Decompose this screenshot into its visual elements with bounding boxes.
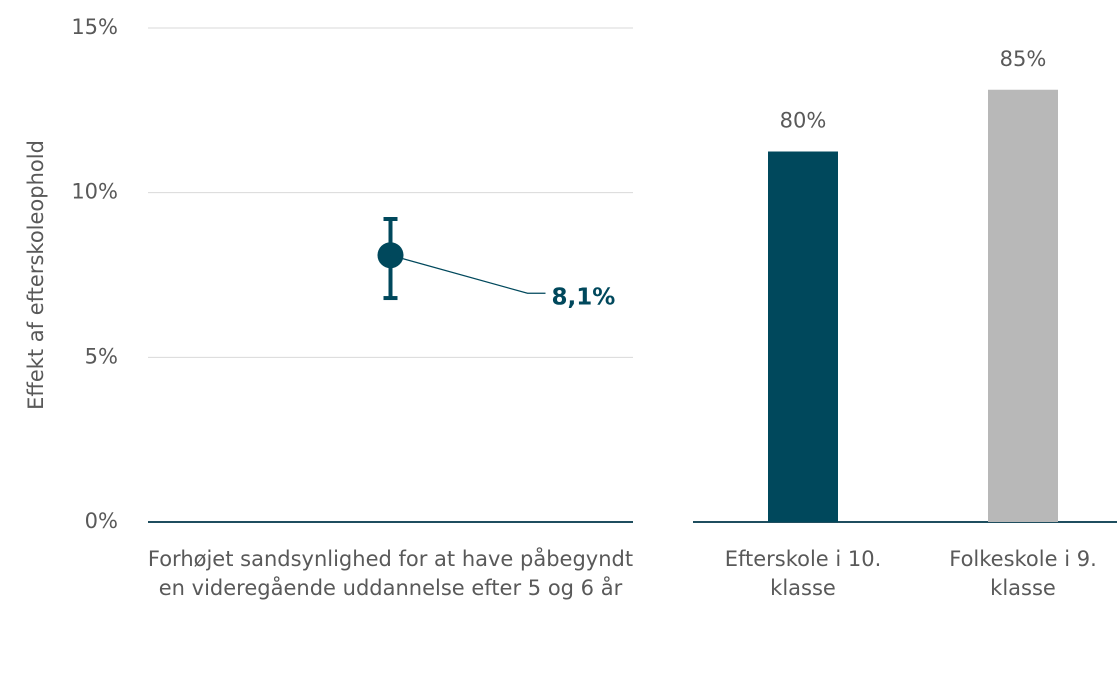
- y-tick-label: 5%: [85, 344, 118, 368]
- x-tick-label: Forhøjet sandsynlighed for at have påbeg…: [147, 547, 634, 600]
- y-tick-label: 10%: [71, 180, 118, 204]
- point: [377, 242, 404, 269]
- data-label: 85%: [1000, 47, 1047, 71]
- x-tick-label: Efterskole i 10. klasse: [724, 547, 882, 600]
- leader-line: [390, 254, 546, 294]
- y-tick-label: 15%: [71, 15, 118, 39]
- y-tick-label: 0%: [85, 509, 118, 533]
- bar: [768, 151, 838, 522]
- data-label: 8,1%: [552, 285, 616, 311]
- x-tick-label: Folkeskole i 9. klasse: [949, 547, 1097, 600]
- y-axis-label: Effekt af efterskoleophold: [24, 140, 48, 410]
- bar: [988, 89, 1058, 522]
- data-label: 80%: [780, 109, 827, 133]
